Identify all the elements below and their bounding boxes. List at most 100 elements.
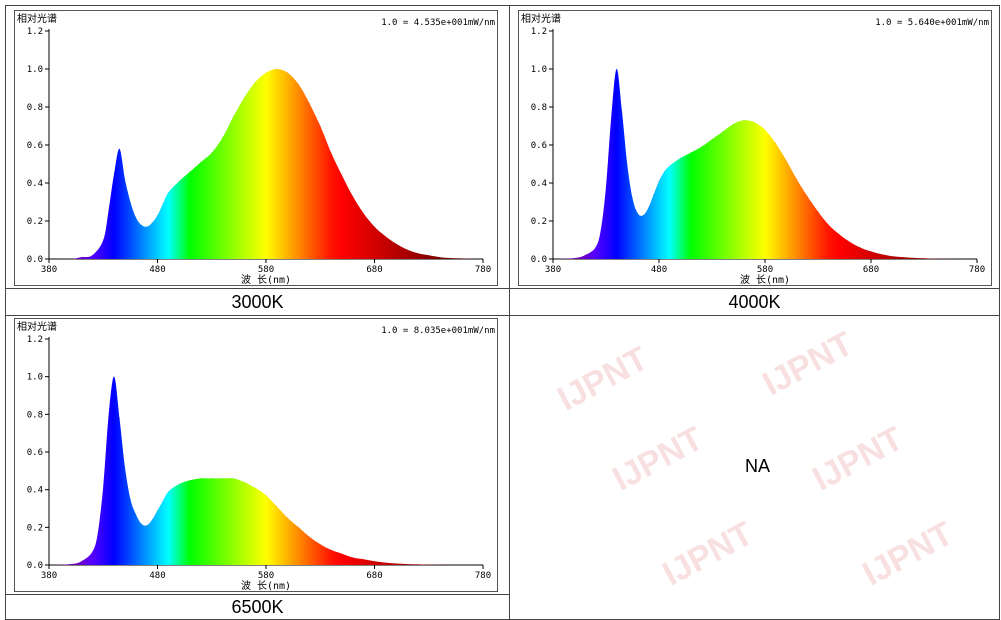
spectrum-point [658,180,660,182]
spectrum-point [102,485,104,487]
spectrum-point [870,250,872,252]
spectrum-point [859,247,861,249]
x-tick-label: 380 [41,265,57,275]
y-tick-label: 0.8 [27,410,43,420]
spectrum-point [849,241,851,243]
spectrum-point [146,524,148,526]
x-tick-label: 680 [366,265,382,275]
spectrum-point [70,563,72,565]
spectrum-point [146,226,148,228]
spectrum-point [743,119,745,121]
spectrum-point [254,487,256,489]
na-label: NA [745,456,771,476]
spectrum-point [108,413,110,415]
caption-3000k: 3000K [231,292,284,312]
spectrum-point [439,256,441,258]
chart-title: 相对光谱 [17,12,57,25]
spectrum-point [912,257,914,259]
y-tick-label: 0.0 [27,255,43,265]
spectrum-point [384,235,386,237]
spectrum-point [663,171,665,173]
spectrum-point [287,517,289,519]
x-tick-label: 580 [258,571,274,581]
chart-panel-4000k: 相对光谱 1.0 = 5.640e+001mW/nm 0.0 0.2 0.4 0.6 0.8… [518,10,992,286]
spectrum-point [384,562,386,564]
y-tick-label: 0.4 [27,179,43,189]
spectrum-point [552,258,554,260]
spectrum-point [48,564,50,566]
spectrum-point [232,477,234,479]
spectrum-point [395,562,397,565]
spectrum-point [330,549,332,551]
spectrum-point [647,207,649,209]
spectrum-point [775,142,777,144]
spectrum-point [460,564,462,566]
spectrum-point [838,233,840,235]
spectrum-point [48,258,50,260]
spectrum-point [276,68,278,70]
spectrum-point [102,239,104,241]
x-axis-label: 波 长(nm) [241,273,291,285]
chart-panel-3000k: 相对光谱 1.0 = 4.535e+001mW/nm 0.0 0.2 0.4 0.6 0.8… [14,10,498,286]
x-tick-label: 780 [475,571,491,581]
y-tick-label: 0.6 [531,141,547,151]
y-tick-label: 0.2 [27,523,43,533]
x-tick-label: 680 [863,265,879,275]
y-tick-label: 1.0 [27,373,43,383]
spectrum-point [955,258,957,260]
spectrum-point [690,152,692,154]
spectrum-point [140,523,142,525]
chart-6500k: 相对光谱 1.0 = 8.035e+001mW/nm 0.0 0.2 0.4 0.6 0.8… [17,320,495,592]
spectrum-point [211,152,213,154]
caption-6500k: 6500K [231,597,284,617]
spectrum-point [222,477,224,479]
chart-3000k: 相对光谱 1.0 = 4.535e+001mW/nm 0.0 0.2 0.4 0.6 0.8… [17,12,495,286]
spectrum-point [243,481,245,483]
row-divider-bottom [5,594,510,595]
spectrum-point [363,558,365,560]
spectrum-point [700,146,702,148]
spectrum-point [297,526,300,528]
spectrum-point [753,121,755,123]
spectrum-area [49,69,483,259]
y-tick-label: 0.0 [27,561,43,571]
spectrum-point [113,376,115,378]
spectrum-point [711,138,713,140]
spectrum-point [417,563,419,565]
spectrum-point [902,256,904,258]
spectrum-point [162,203,164,205]
spectrum-point [178,483,180,485]
spectrum-point [976,258,978,260]
spectrum-point [460,257,462,259]
y-tick-label: 0.0 [531,255,547,265]
spectrum-point [211,477,213,479]
spectrum-point [610,115,612,118]
spectrum-point [406,563,408,565]
x-axis-label: 波 长(nm) [241,579,291,591]
spectrum-point [156,509,159,511]
spectrum-point [167,491,169,493]
x-tick-label: 580 [258,265,274,275]
spectrum-point [151,222,153,224]
spectrum-point [91,551,93,553]
spectrum-point [113,172,115,175]
spectrum-point [817,210,819,213]
spectrum-point [265,72,267,74]
spectrum-point [439,564,441,566]
spectrum-point [124,178,126,180]
spectrum-point [428,564,430,566]
spectrum-point [373,226,376,228]
spectrum-point [124,466,126,468]
x-tick-label: 480 [149,571,165,581]
x-tick-label: 780 [475,265,491,275]
y-tick-label: 1.2 [27,335,43,345]
y-tick-label: 0.4 [531,179,547,189]
spectrum-point [471,564,473,566]
y-tick-label: 1.2 [27,27,43,37]
spectrum-point [232,115,234,118]
spectrum-point [341,174,343,176]
spectrum-point [178,180,180,182]
spectrum-point [796,178,798,180]
spectrum-point [108,209,110,211]
spectrum-point [653,193,655,195]
